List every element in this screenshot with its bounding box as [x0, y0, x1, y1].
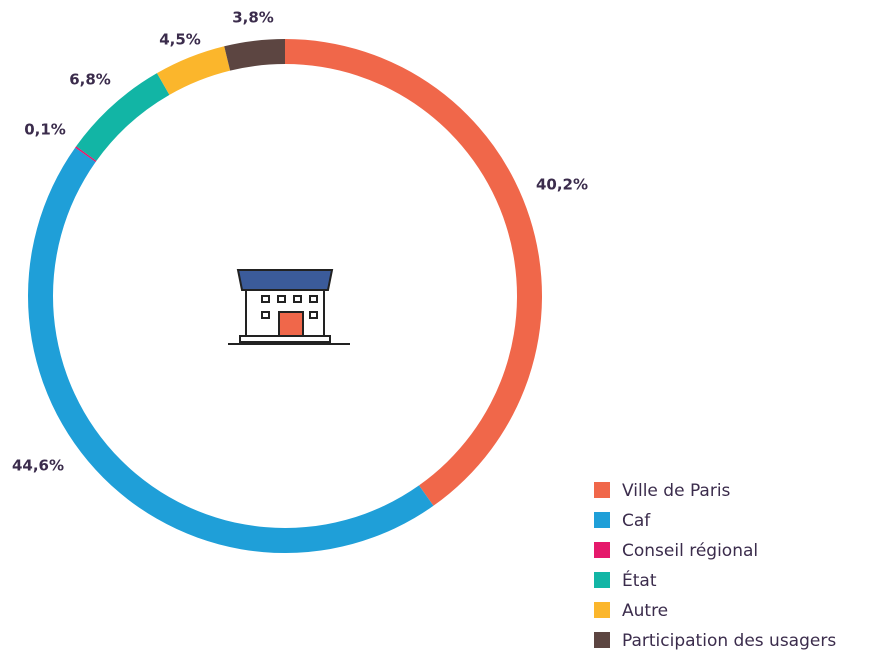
value-label: 6,8%: [69, 71, 111, 89]
legend-swatch: [594, 512, 610, 528]
legend-label: Ville de Paris: [622, 481, 731, 501]
legend-label: État: [622, 569, 657, 591]
value-label: 40,2%: [536, 176, 588, 194]
legend-label: Autre: [622, 601, 668, 621]
legend-swatch: [594, 542, 610, 558]
legend-swatch: [594, 632, 610, 648]
donut-segment: [156, 46, 231, 95]
legend-label: Caf: [622, 511, 651, 531]
value-label: 3,8%: [232, 9, 274, 27]
donut-segment: [27, 147, 434, 554]
building-icon: [228, 269, 350, 345]
value-label: 0,1%: [24, 121, 66, 139]
value-label: 4,5%: [159, 31, 201, 49]
legend-swatch: [594, 482, 610, 498]
donut-segment: [75, 146, 97, 163]
donut-segment: [224, 39, 285, 71]
donut-segment: [76, 73, 170, 161]
legend-label: Conseil régional: [622, 541, 758, 561]
legend-swatch: [594, 572, 610, 588]
legend-swatch: [594, 602, 610, 618]
value-label: 44,6%: [12, 457, 64, 475]
legend-label: Participation des usagers: [622, 631, 836, 651]
donut-segment: [285, 39, 543, 506]
